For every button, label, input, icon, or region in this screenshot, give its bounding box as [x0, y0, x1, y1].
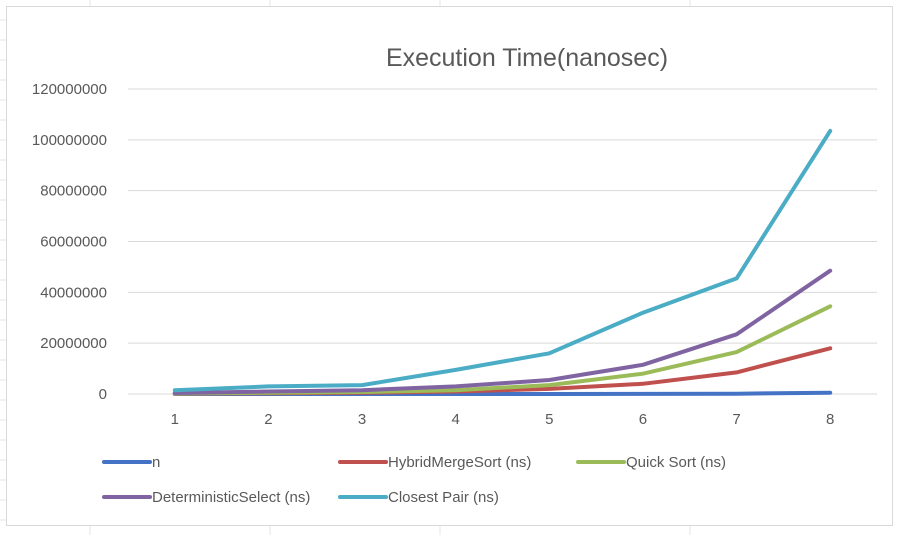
y-tick-label: 60000000	[40, 234, 107, 251]
x-tick-label: 5	[545, 411, 553, 428]
chart-area[interactable]: Execution Time(nanosec) 0 20000000 4000000…	[6, 6, 893, 526]
y-tick-label: 40000000	[40, 284, 107, 301]
y-axis-ticks: 0 20000000 40000000 60000000 80000000 1000000…	[32, 81, 107, 403]
series-line[interactable]	[172, 268, 833, 395]
legend: n HybridMergeSort (ns) Quick Sort (ns) Dete…	[102, 454, 726, 506]
gridlines	[128, 88, 877, 395]
y-tick-label: 100000000	[32, 132, 107, 149]
legend-label: Quick Sort (ns)	[626, 454, 726, 471]
legend-item[interactable]: DeterministicSelect (ns)	[102, 489, 310, 506]
series-lines	[172, 128, 833, 396]
y-tick-label: 0	[99, 386, 107, 403]
legend-item[interactable]: Closest Pair (ns)	[338, 489, 499, 506]
legend-label: Closest Pair (ns)	[388, 489, 499, 506]
legend-label: HybridMergeSort (ns)	[388, 454, 531, 471]
y-tick-label: 120000000	[32, 81, 107, 98]
x-tick-label: 3	[358, 411, 366, 428]
line-chart: Execution Time(nanosec) 0 20000000 4000000…	[32, 44, 877, 506]
x-tick-label: 4	[452, 411, 460, 428]
series-line[interactable]	[172, 128, 833, 393]
series-line[interactable]	[172, 304, 833, 396]
legend-label: n	[152, 454, 160, 471]
chart-title: Execution Time(nanosec)	[386, 44, 668, 72]
x-tick-label: 1	[171, 411, 179, 428]
legend-item[interactable]: n	[102, 454, 160, 471]
x-tick-label: 2	[264, 411, 272, 428]
x-tick-label: 7	[732, 411, 740, 428]
x-axis-ticks: 1 2 3 4 5 6 7 8	[171, 411, 835, 428]
legend-item[interactable]: Quick Sort (ns)	[576, 454, 726, 471]
x-tick-label: 6	[639, 411, 647, 428]
y-tick-label: 20000000	[40, 335, 107, 352]
x-tick-label: 8	[826, 411, 834, 428]
y-tick-label: 80000000	[40, 183, 107, 200]
legend-item[interactable]: HybridMergeSort (ns)	[338, 454, 531, 471]
legend-label: DeterministicSelect (ns)	[152, 489, 310, 506]
